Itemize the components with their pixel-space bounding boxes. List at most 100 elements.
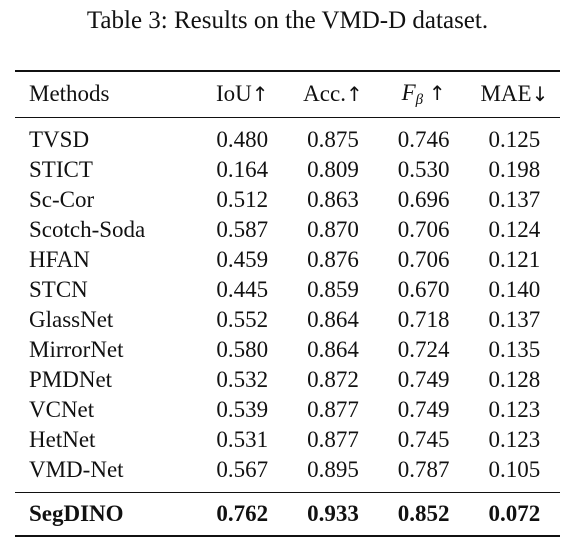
iou-value: 0.539 [216, 397, 269, 422]
fbeta-value: 0.724 [397, 337, 450, 362]
header-fbeta: Fβ ↑ [378, 71, 469, 117]
table-row: GlassNet 0.552 0.864 0.718 0.137 [15, 305, 560, 335]
acc-value: 0.870 [307, 217, 359, 242]
iou-value: 0.459 [216, 247, 269, 272]
mae-value: 0.124 [488, 217, 541, 242]
iou-value: 0.164 [216, 157, 269, 182]
method-name: HetNet [29, 427, 96, 452]
iou-value: 0.587 [216, 217, 269, 242]
best-method-name: SegDINO [29, 500, 124, 526]
iou-value: 0.532 [216, 367, 269, 392]
best-fbeta-value: 0.852 [397, 500, 450, 526]
fbeta-value: 0.745 [397, 427, 450, 452]
method-name: VMD-Net [29, 456, 124, 482]
fbeta-value: 0.787 [397, 456, 450, 482]
method-name: GlassNet [29, 307, 114, 332]
fbeta-value: 0.706 [397, 247, 450, 272]
method-name: Scotch-Soda [29, 217, 146, 242]
up-arrow-icon: ↑ [251, 82, 269, 107]
mae-value: 0.128 [488, 367, 541, 392]
fbeta-value: 0.746 [397, 127, 450, 153]
best-row: SegDINO 0.762 0.933 0.852 0.072 [15, 492, 560, 536]
acc-value: 0.875 [307, 127, 359, 153]
header-iou: IoU↑ [197, 71, 288, 117]
acc-value: 0.876 [307, 247, 359, 272]
method-name: TVSD [29, 127, 90, 153]
table-row: STICT 0.164 0.809 0.530 0.198 [15, 155, 560, 185]
best-iou-value: 0.762 [216, 500, 269, 526]
method-name: Sc-Cor [29, 187, 95, 212]
method-name: MirrorNet [29, 337, 124, 362]
acc-value: 0.864 [307, 307, 359, 332]
header-row: Methods IoU↑ Acc.↑ Fβ ↑ MAE↓ [15, 71, 560, 117]
method-name: STCN [29, 277, 88, 302]
table-row: HetNet 0.531 0.877 0.745 0.123 [15, 425, 560, 455]
table-body: TVSD 0.480 0.875 0.746 0.125 STICT 0.164… [15, 117, 560, 492]
mae-value: 0.121 [488, 247, 541, 272]
header-mae-label: MAE [480, 81, 532, 107]
fbeta-value: 0.696 [397, 187, 450, 212]
table-row: TVSD 0.480 0.875 0.746 0.125 [15, 117, 560, 155]
acc-value: 0.809 [307, 157, 359, 182]
table-row: VMD-Net 0.567 0.895 0.787 0.105 [15, 455, 560, 492]
method-name: PMDNet [29, 367, 113, 392]
iou-value: 0.480 [216, 127, 269, 153]
mae-value: 0.105 [488, 456, 541, 482]
acc-value: 0.864 [307, 337, 359, 362]
acc-value: 0.877 [307, 397, 359, 422]
table-row: Scotch-Soda 0.587 0.870 0.706 0.124 [15, 215, 560, 245]
best-acc-value: 0.933 [307, 500, 359, 526]
fbeta-value: 0.706 [397, 217, 450, 242]
iou-value: 0.445 [216, 277, 269, 302]
header-mae: MAE↓ [469, 71, 560, 117]
fbeta-value: 0.530 [397, 157, 450, 182]
table-caption: Table 3: Results on the VMD-D dataset. [86, 7, 489, 34]
fbeta-value: 0.670 [397, 277, 450, 302]
results-table-container: Methods IoU↑ Acc.↑ Fβ ↑ MAE↓ TVSD 0.480 … [15, 70, 560, 537]
acc-value: 0.859 [307, 277, 359, 302]
acc-value: 0.863 [307, 187, 359, 212]
fbeta-value: 0.749 [397, 397, 450, 422]
mae-value: 0.123 [488, 427, 541, 452]
table-header: Methods IoU↑ Acc.↑ Fβ ↑ MAE↓ [15, 71, 560, 117]
acc-value: 0.895 [307, 456, 359, 482]
up-arrow-icon: ↑ [345, 82, 363, 107]
table-row: VCNet 0.539 0.877 0.749 0.123 [15, 395, 560, 425]
mae-value: 0.135 [488, 337, 541, 362]
iou-value: 0.552 [216, 307, 269, 332]
down-arrow-icon: ↓ [531, 82, 549, 107]
table-row: MirrorNet 0.580 0.864 0.724 0.135 [15, 335, 560, 365]
header-fbeta-subscript: β [415, 91, 424, 108]
mae-value: 0.140 [488, 277, 541, 302]
header-fbeta-label: F [401, 79, 416, 105]
mae-value: 0.123 [488, 397, 541, 422]
header-acc: Acc.↑ [288, 71, 379, 117]
up-arrow-icon: ↑ [428, 80, 446, 105]
results-table: Methods IoU↑ Acc.↑ Fβ ↑ MAE↓ TVSD 0.480 … [15, 70, 560, 537]
best-mae-value: 0.072 [488, 500, 541, 526]
iou-value: 0.567 [216, 456, 269, 482]
best-result-body: SegDINO 0.762 0.933 0.852 0.072 [15, 492, 560, 536]
mae-value: 0.137 [488, 307, 541, 332]
mae-value: 0.125 [488, 127, 541, 153]
mae-value: 0.137 [488, 187, 541, 212]
acc-value: 0.877 [307, 427, 359, 452]
iou-value: 0.531 [216, 427, 269, 452]
header-acc-label: Acc. [303, 81, 346, 107]
header-iou-label: IoU [216, 81, 252, 107]
table-row: PMDNet 0.532 0.872 0.749 0.128 [15, 365, 560, 395]
method-name: STICT [29, 157, 93, 182]
acc-value: 0.872 [307, 367, 359, 392]
method-name: VCNet [29, 397, 95, 422]
table-row: STCN 0.445 0.859 0.670 0.140 [15, 275, 560, 305]
fbeta-value: 0.749 [397, 367, 450, 392]
table-row: Sc-Cor 0.512 0.863 0.696 0.137 [15, 185, 560, 215]
method-name: HFAN [29, 247, 90, 272]
header-methods: Methods [29, 81, 110, 107]
iou-value: 0.512 [216, 187, 269, 212]
mae-value: 0.198 [488, 157, 541, 182]
table-row: HFAN 0.459 0.876 0.706 0.121 [15, 245, 560, 275]
iou-value: 0.580 [216, 337, 269, 362]
fbeta-value: 0.718 [397, 307, 450, 332]
